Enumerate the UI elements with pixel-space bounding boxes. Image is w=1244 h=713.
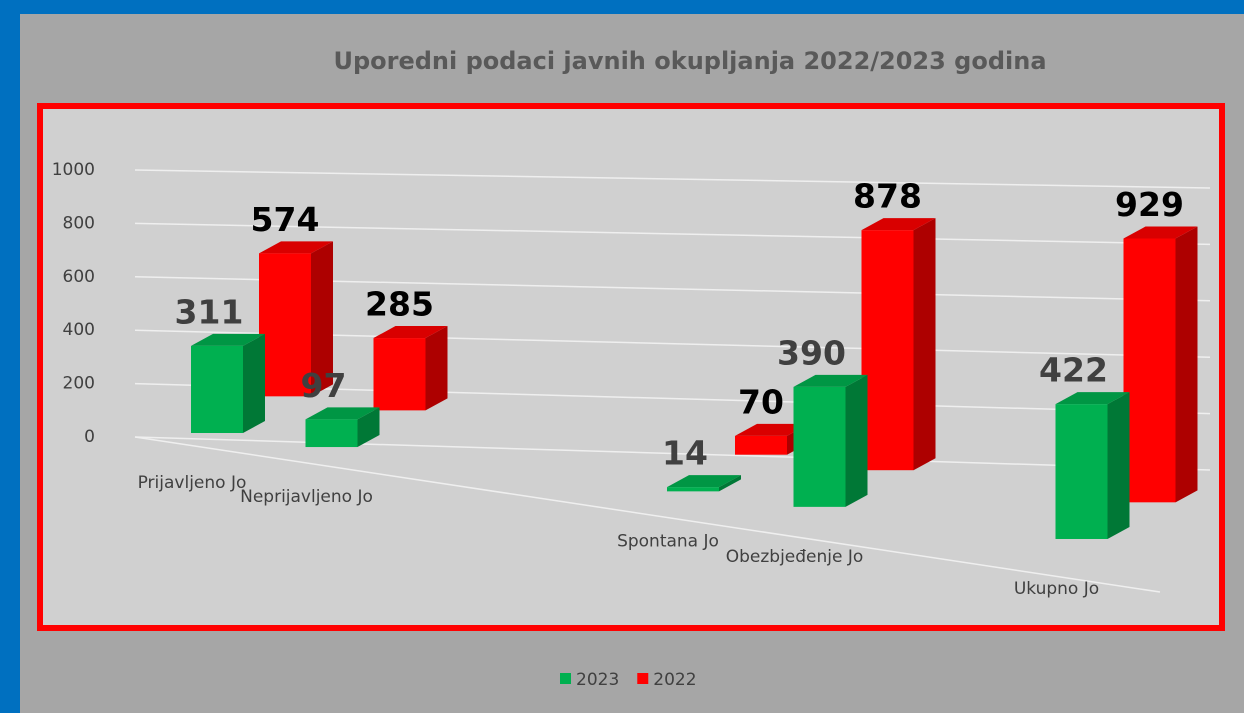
bar bbox=[1055, 404, 1108, 539]
data-label: 878 bbox=[853, 177, 922, 216]
grid-line bbox=[134, 169, 1211, 189]
x-tick-label: Prijavljeno Jo bbox=[138, 473, 247, 493]
bar-top bbox=[1123, 226, 1198, 239]
bar bbox=[259, 253, 311, 397]
legend-label: 2023 bbox=[576, 670, 619, 690]
y-tick-label: 800 bbox=[63, 213, 95, 233]
y-tick-label: 0 bbox=[84, 427, 95, 447]
bar-top bbox=[259, 241, 333, 254]
bar-side bbox=[357, 407, 380, 448]
data-label: 390 bbox=[777, 333, 846, 372]
bar bbox=[793, 386, 846, 507]
bar-side bbox=[1107, 392, 1130, 539]
y-tick-label: 400 bbox=[63, 320, 95, 340]
bar-side bbox=[243, 333, 265, 433]
bar-top bbox=[793, 374, 868, 387]
y-tick-label: 1000 bbox=[52, 160, 95, 180]
bar bbox=[191, 345, 243, 433]
legend-label: 2022 bbox=[653, 670, 696, 690]
grid-line bbox=[134, 222, 1211, 246]
bar bbox=[735, 435, 787, 455]
x-tick-label: Ukupno Jo bbox=[1014, 579, 1099, 599]
x-tick-label: Obezbjeđenje Jo bbox=[726, 547, 864, 567]
bar-side bbox=[845, 374, 868, 507]
bar-side bbox=[311, 241, 333, 397]
bar bbox=[373, 338, 426, 411]
y-tick-label: 600 bbox=[63, 267, 95, 287]
bar bbox=[1123, 238, 1176, 503]
bar bbox=[305, 419, 358, 448]
bar-side bbox=[425, 326, 448, 411]
y-tick-label: 200 bbox=[63, 374, 95, 394]
bar-side bbox=[1175, 226, 1198, 503]
bar-top bbox=[735, 423, 809, 436]
floor-edge bbox=[134, 436, 1161, 593]
x-tick-label: Spontana Jo bbox=[617, 531, 719, 551]
bar bbox=[667, 487, 719, 492]
bar-side bbox=[913, 218, 936, 471]
chart-title: Uporedni podaci javnih okupljanja 2022/2… bbox=[333, 47, 1046, 75]
data-label: 574 bbox=[251, 200, 320, 239]
data-label: 97 bbox=[301, 366, 347, 405]
bar-top bbox=[861, 218, 936, 231]
legend-swatch bbox=[637, 673, 649, 684]
bar-side bbox=[719, 475, 741, 492]
bar-top bbox=[667, 475, 741, 488]
data-label: 14 bbox=[662, 434, 708, 473]
bar-top bbox=[1055, 392, 1130, 405]
data-label: 70 bbox=[738, 382, 784, 421]
bar bbox=[861, 230, 914, 471]
bar-top bbox=[191, 333, 265, 346]
data-label: 311 bbox=[175, 292, 244, 331]
data-label: 422 bbox=[1039, 351, 1108, 390]
bar-top bbox=[305, 407, 380, 420]
legend-swatch bbox=[560, 673, 571, 684]
x-tick-label: Neprijavljeno Jo bbox=[240, 487, 373, 507]
data-label: 929 bbox=[1115, 185, 1184, 224]
data-label: 285 bbox=[365, 285, 434, 324]
bar-top bbox=[373, 326, 448, 339]
